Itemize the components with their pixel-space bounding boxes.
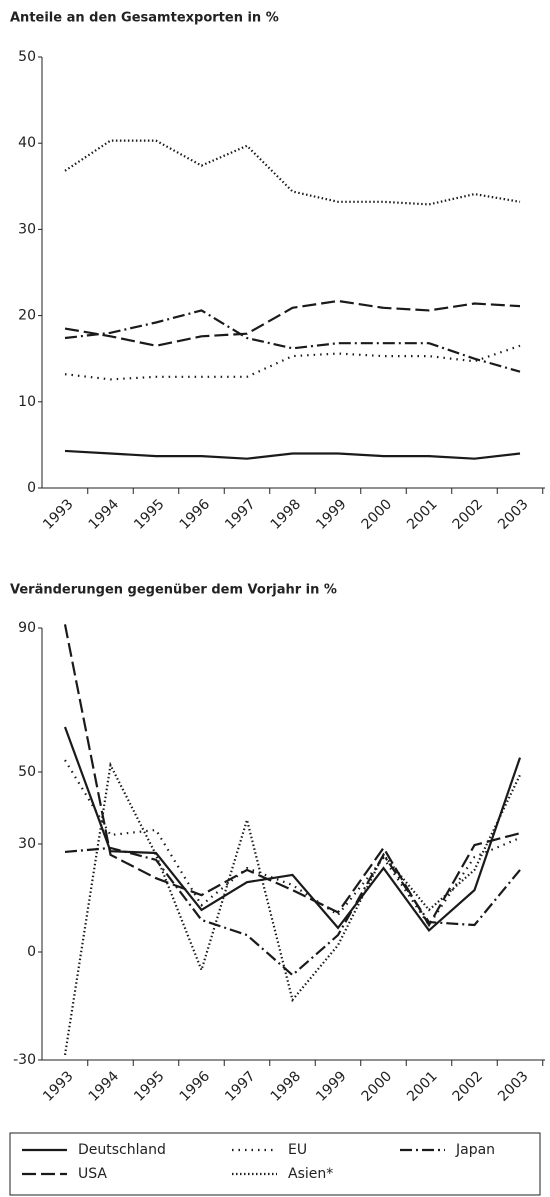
y-tick-label: 20	[18, 308, 36, 324]
legend-box	[9, 1132, 541, 1196]
y-tick-label: 0	[27, 944, 36, 960]
x-tick-label: 1998	[268, 1068, 305, 1105]
legend-label: Asien*	[288, 1166, 333, 1182]
series-line	[63, 624, 521, 928]
x-tick-label: 1996	[177, 1068, 214, 1105]
legend-label: EU	[288, 1142, 307, 1158]
legend-label: USA	[78, 1166, 107, 1182]
series-line	[64, 344, 521, 381]
series-line	[64, 139, 521, 206]
y-tick-label: 50	[18, 49, 36, 65]
y-tick-label: 30	[18, 221, 36, 237]
series-line	[63, 726, 522, 933]
x-tick-label: 1995	[131, 496, 168, 533]
chart-title: Veränderungen gegenüber dem Vorjahr in %	[10, 583, 337, 598]
series-line	[64, 309, 521, 373]
legend-label: Japan	[455, 1142, 495, 1158]
y-tick-label: 10	[18, 394, 36, 410]
y-tick-label: 30	[18, 836, 36, 852]
x-tick-label: 2001	[404, 496, 441, 533]
x-tick-label: 2003	[495, 496, 532, 533]
x-tick-label: 2002	[450, 1068, 487, 1105]
y-tick-label: -30	[13, 1052, 36, 1068]
x-tick-label: 1997	[222, 496, 259, 533]
x-tick-label: 2003	[495, 1068, 532, 1105]
x-tick-label: 2000	[359, 1068, 396, 1105]
legend-label: Deutschland	[78, 1142, 166, 1158]
x-tick-label: 1995	[131, 1068, 168, 1105]
y-tick-label: 40	[18, 135, 36, 151]
series-line	[64, 759, 521, 927]
series-line	[64, 299, 521, 347]
chart-title: Anteile an den Gesamtexporten in %	[10, 11, 279, 26]
y-tick-label: 50	[18, 764, 36, 780]
x-tick-label: 1999	[313, 1068, 350, 1105]
x-tick-label: 1993	[40, 1068, 77, 1105]
x-tick-label: 1993	[40, 496, 77, 533]
x-tick-label: 1994	[86, 1068, 123, 1105]
x-tick-label: 1997	[222, 1068, 259, 1105]
x-tick-label: 2000	[359, 496, 396, 533]
x-tick-label: 1996	[177, 496, 214, 533]
x-tick-label: 1998	[268, 496, 305, 533]
y-tick-label: 90	[18, 620, 36, 636]
series-line	[63, 761, 521, 1056]
x-tick-label: 2002	[450, 496, 487, 533]
x-tick-label: 2001	[404, 1068, 441, 1105]
x-tick-label: 1999	[313, 496, 350, 533]
series-line	[64, 449, 521, 460]
series-line	[64, 846, 521, 977]
x-tick-label: 1994	[86, 496, 123, 533]
y-tick-label: 0	[27, 480, 36, 496]
